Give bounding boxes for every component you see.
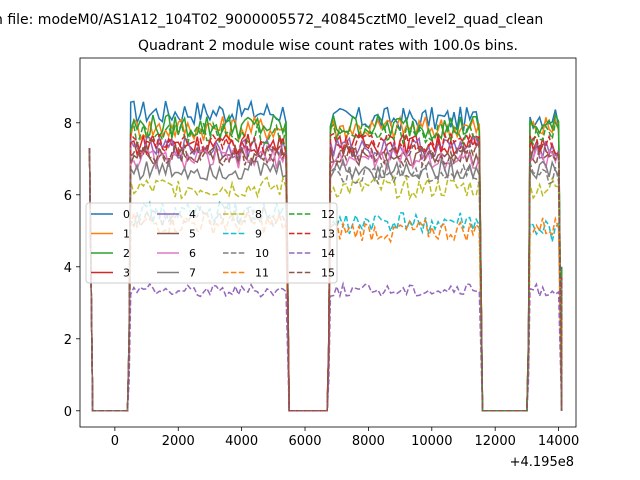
series-line-7: [88, 147, 563, 412]
legend-label-2: 2: [123, 247, 130, 260]
x-tick-label: 0: [111, 434, 119, 449]
series-line-0: [88, 99, 563, 412]
y-tick-label: 8: [64, 117, 72, 132]
x-tick-label: 12000: [475, 434, 516, 449]
series-line-3: [88, 132, 563, 412]
chart-title: Quadrant 2 module wise count rates with …: [138, 38, 518, 54]
legend-label-0: 0: [123, 208, 130, 221]
plot-area: [88, 99, 563, 412]
y-tick-label: 2: [64, 333, 72, 348]
legend-label-15: 15: [321, 267, 335, 280]
y-tick-label: 4: [64, 261, 72, 276]
series-line-13: [88, 131, 563, 412]
series-line-8: [88, 147, 563, 412]
series-line-14: [88, 147, 563, 412]
x-tick-label: 2000: [162, 434, 195, 449]
legend-label-4: 4: [189, 208, 196, 221]
series-line-5: [88, 142, 563, 412]
x-tick-label: 14000: [538, 434, 579, 449]
x-tick-label: 10000: [411, 434, 452, 449]
x-tick-label: 6000: [288, 434, 321, 449]
legend-label-8: 8: [255, 208, 262, 221]
legend-box: [85, 202, 338, 284]
legend-label-5: 5: [189, 228, 196, 241]
x-tick-label: 8000: [352, 434, 385, 449]
legend-label-14: 14: [321, 247, 335, 260]
legend-label-1: 1: [123, 228, 130, 241]
x-tick-label: 4000: [225, 434, 258, 449]
legend-label-13: 13: [321, 228, 335, 241]
legend-label-9: 9: [255, 228, 262, 241]
legend-label-3: 3: [123, 267, 130, 280]
x-offset-label: +4.195e8: [510, 455, 574, 470]
legend-label-12: 12: [321, 208, 335, 221]
y-tick-label: 0: [64, 405, 72, 420]
axes: 0 2000 4000 6000 8000 10000 12000 14000 0 2 4 6 8: [64, 57, 579, 449]
legend-label-11: 11: [255, 267, 269, 280]
series-line-12: [88, 120, 563, 412]
y-tick-label: 6: [64, 189, 72, 204]
series-line-9: [88, 147, 563, 412]
legend-label-10: 10: [255, 247, 269, 260]
series-line-15: [88, 142, 563, 412]
figure-suptitle: n file: modeM0/AS1A12_104T02_9000005572_…: [0, 12, 543, 28]
legend-label-7: 7: [189, 267, 196, 280]
legend-label-6: 6: [189, 247, 196, 260]
axes-frame: [79, 57, 577, 428]
